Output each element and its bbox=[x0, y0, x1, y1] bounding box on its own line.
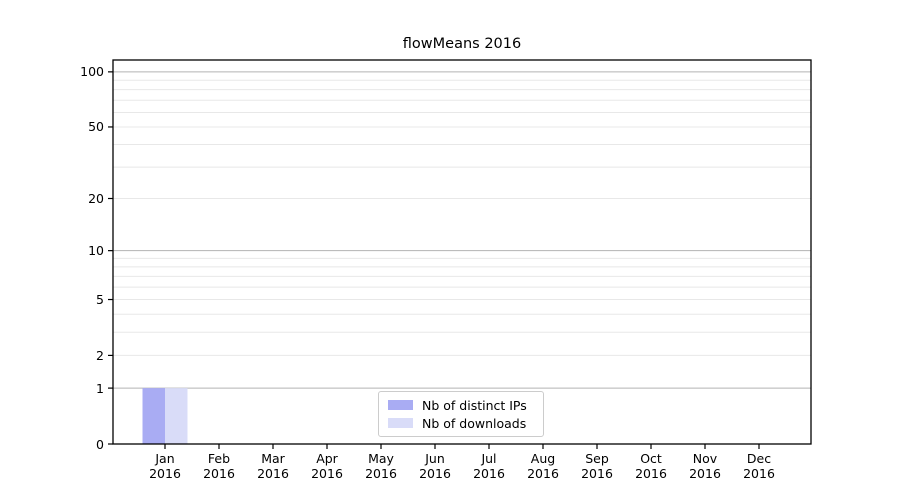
x-tick-label-month-nov: Nov bbox=[692, 451, 718, 466]
x-tick-label-year-nov: 2016 bbox=[689, 465, 721, 481]
x-tick-label-jan: Jan 2016 bbox=[137, 451, 193, 481]
x-tick-label-year-may: 2016 bbox=[365, 465, 397, 481]
x-tick-label-month-sep: Sep bbox=[585, 451, 609, 466]
x-tick-label-year-jun: 2016 bbox=[419, 465, 451, 481]
x-tick-label-year-jan: 2016 bbox=[149, 465, 181, 481]
x-tick-label-month-dec: Dec bbox=[746, 451, 772, 466]
x-tick-label-year-feb: 2016 bbox=[203, 465, 235, 481]
legend: Nb of distinct IPs Nb of downloads bbox=[378, 391, 544, 437]
x-tick-label-dec: Dec 2016 bbox=[731, 451, 787, 481]
x-tick-label-jul: Jul 2016 bbox=[461, 451, 517, 481]
legend-item-downloads: Nb of downloads bbox=[388, 416, 534, 431]
bar-jan-nb-of-distinct-ips bbox=[142, 388, 165, 444]
y-tick-label-50: 50 bbox=[88, 119, 104, 135]
x-tick-label-nov: Nov 2016 bbox=[677, 451, 733, 481]
x-tick-label-oct: Oct 2016 bbox=[623, 451, 679, 481]
x-tick-label-month-feb: Feb bbox=[207, 451, 231, 466]
plot-frame bbox=[112, 59, 812, 445]
x-tick-label-month-oct: Oct bbox=[640, 451, 662, 466]
x-tick-label-aug: Aug 2016 bbox=[515, 451, 571, 481]
legend-item-distinct-ips: Nb of distinct IPs bbox=[388, 398, 534, 413]
x-tick-label-month-jun: Jun bbox=[425, 451, 445, 466]
chart-title: flowMeans 2016 bbox=[402, 36, 522, 52]
x-tick-label-year-oct: 2016 bbox=[635, 465, 667, 481]
x-tick-label-year-sep: 2016 bbox=[581, 465, 613, 481]
x-tick-label-year-aug: 2016 bbox=[527, 465, 559, 481]
x-tick-label-feb: Feb 2016 bbox=[191, 451, 247, 481]
bar-jan-nb-of-downloads bbox=[165, 388, 188, 444]
x-tick-label-apr: Apr 2016 bbox=[299, 451, 355, 481]
y-tick-label-5: 5 bbox=[96, 292, 104, 308]
x-tick-label-month-aug: Aug bbox=[530, 451, 556, 466]
x-tick-label-sep: Sep 2016 bbox=[569, 451, 625, 481]
x-tick-label-year-dec: 2016 bbox=[743, 465, 775, 481]
x-tick-label-year-jul: 2016 bbox=[473, 465, 505, 481]
legend-label-downloads: Nb of downloads bbox=[422, 415, 527, 431]
x-tick-label-month-may: May bbox=[368, 451, 394, 466]
legend-swatch-distinct-ips bbox=[388, 400, 413, 410]
y-tick-label-0: 0 bbox=[96, 436, 104, 452]
legend-label-distinct-ips: Nb of distinct IPs bbox=[422, 397, 527, 413]
x-tick-label-may: May 2016 bbox=[353, 451, 409, 481]
x-tick-label-mar: Mar 2016 bbox=[245, 451, 301, 481]
x-tick-label-year-mar: 2016 bbox=[257, 465, 289, 481]
x-tick-label-jun: Jun 2016 bbox=[407, 451, 463, 481]
y-tick-label-2: 2 bbox=[96, 347, 104, 363]
y-tick-label-1: 1 bbox=[96, 380, 104, 396]
x-tick-label-year-apr: 2016 bbox=[311, 465, 343, 481]
y-tick-label-20: 20 bbox=[88, 191, 104, 206]
x-tick-label-month-apr: Apr bbox=[316, 451, 338, 466]
legend-swatch-downloads bbox=[388, 418, 413, 428]
x-tick-label-month-jul: Jul bbox=[481, 451, 497, 466]
y-tick-label-100: 100 bbox=[80, 64, 104, 80]
y-tick-label-10: 10 bbox=[88, 243, 104, 259]
x-tick-label-month-mar: Mar bbox=[261, 451, 285, 466]
x-tick-label-month-jan: Jan bbox=[155, 451, 175, 466]
